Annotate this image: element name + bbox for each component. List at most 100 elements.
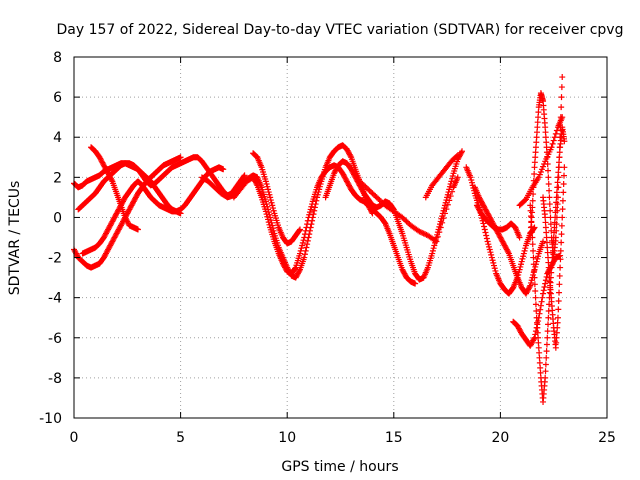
data-point	[533, 314, 540, 321]
data-point	[554, 184, 561, 191]
data-point	[553, 199, 560, 206]
data-point	[559, 114, 566, 121]
data-point	[557, 264, 564, 271]
data-point	[292, 265, 299, 272]
data-point	[542, 361, 549, 368]
data-point	[544, 244, 551, 251]
data-point	[520, 253, 527, 260]
data-point	[550, 239, 557, 246]
data-point	[552, 344, 559, 351]
series-prn-r	[540, 164, 568, 351]
data-point	[266, 191, 273, 198]
data-point	[441, 210, 448, 217]
data-point	[542, 277, 549, 284]
data-point	[446, 183, 453, 190]
data-point	[487, 249, 494, 256]
data-point	[468, 179, 475, 186]
data-point	[556, 149, 563, 156]
data-point	[558, 84, 565, 91]
data-point	[554, 319, 561, 326]
data-point	[546, 187, 553, 194]
data-point	[554, 174, 561, 181]
data-point	[491, 265, 498, 272]
data-point	[297, 247, 304, 254]
data-point	[551, 229, 558, 236]
data-point	[444, 194, 451, 201]
data-point	[536, 171, 543, 178]
data-point	[304, 237, 311, 244]
series-prn-k	[422, 152, 461, 201]
data-point	[444, 201, 451, 208]
data-point	[538, 298, 545, 305]
data-point	[444, 191, 451, 198]
data-point	[536, 349, 543, 356]
data-point	[518, 261, 525, 268]
data-point	[559, 197, 566, 204]
data-point	[561, 172, 568, 179]
data-point	[491, 262, 498, 269]
y-tick-label: -2	[48, 251, 62, 267]
data-point	[220, 166, 227, 173]
data-point	[265, 186, 272, 193]
series-prn-e	[88, 144, 141, 233]
data-point	[531, 267, 538, 274]
data-point	[542, 368, 549, 375]
data-point	[545, 314, 552, 321]
data-point	[546, 194, 553, 201]
data-point	[535, 109, 542, 116]
data-point	[545, 174, 552, 181]
data-point	[557, 247, 564, 254]
data-point	[531, 274, 538, 281]
data-point	[527, 279, 534, 286]
data-point	[529, 241, 536, 248]
data-point	[541, 160, 548, 167]
data-point	[520, 250, 527, 257]
data-point	[533, 134, 540, 141]
data-point	[296, 226, 303, 233]
data-point	[486, 243, 493, 250]
data-point	[436, 229, 443, 236]
data-point	[553, 334, 560, 341]
y-tick-label: 4	[53, 130, 62, 146]
data-points	[71, 74, 568, 405]
x-tick-label: 25	[598, 430, 616, 446]
y-tick-label: 0	[53, 210, 62, 226]
series-prn-n	[473, 202, 523, 241]
data-point	[553, 194, 560, 201]
data-point	[301, 251, 308, 258]
data-point	[547, 221, 554, 228]
data-point	[533, 319, 540, 326]
data-point	[545, 181, 552, 188]
data-point	[301, 234, 308, 241]
data-point	[301, 231, 308, 238]
data-point	[540, 238, 547, 245]
x-tick-label: 5	[176, 430, 185, 446]
y-tick-label: 8	[53, 50, 62, 66]
data-point	[532, 294, 539, 301]
data-point	[310, 211, 317, 218]
data-point	[540, 287, 547, 294]
data-point	[532, 301, 539, 308]
data-point	[546, 269, 553, 276]
x-tick-label: 20	[491, 430, 509, 446]
data-point	[535, 334, 542, 341]
series-prn-h	[250, 150, 303, 247]
data-point	[480, 220, 487, 227]
data-point	[440, 215, 447, 222]
data-point	[535, 174, 542, 181]
data-point	[486, 246, 493, 253]
data-point	[543, 348, 550, 355]
data-point	[533, 308, 540, 315]
data-point	[528, 277, 535, 284]
data-point	[481, 226, 488, 233]
data-point	[536, 354, 543, 361]
data-point	[266, 221, 273, 228]
data-point	[527, 213, 534, 220]
data-point	[552, 214, 559, 221]
y-tick-label: -4	[48, 291, 62, 307]
data-point	[263, 211, 270, 218]
grid-lines	[74, 57, 607, 418]
data-point	[267, 194, 274, 201]
data-point	[552, 209, 559, 216]
data-point	[542, 280, 549, 287]
